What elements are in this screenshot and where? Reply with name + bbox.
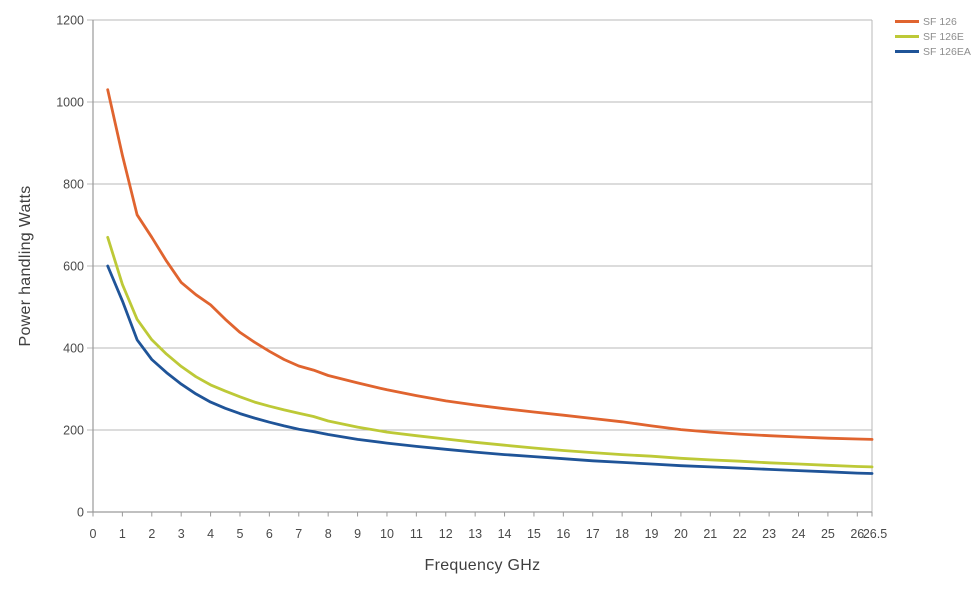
x-tick-label-3: 3 bbox=[178, 527, 185, 541]
series-line-sf-126e bbox=[106, 235, 874, 469]
x-tick-label-17: 17 bbox=[586, 527, 600, 541]
x-tick-label-14: 14 bbox=[498, 527, 512, 541]
legend: SF 126 SF 126E SF 126EA bbox=[895, 14, 980, 59]
y-tick-label-0: 0 bbox=[77, 506, 84, 520]
legend-swatch bbox=[895, 50, 919, 53]
x-tick-label-6: 6 bbox=[266, 527, 273, 541]
x-tick-label-25: 25 bbox=[821, 527, 835, 541]
x-tick-label-13: 13 bbox=[468, 527, 482, 541]
y-axis-title: Power handling Watts bbox=[17, 185, 34, 347]
x-tick-label-22: 22 bbox=[733, 527, 747, 541]
x-tick-label-7: 7 bbox=[295, 527, 302, 541]
x-tick-label-11: 11 bbox=[410, 527, 423, 541]
legend-label: SF 126E bbox=[923, 30, 964, 43]
y-tick-label-1200: 1200 bbox=[56, 14, 84, 28]
x-tick-label-0: 0 bbox=[90, 527, 97, 541]
y-tick-label-600: 600 bbox=[63, 260, 84, 274]
legend-swatch bbox=[895, 35, 919, 38]
legend-swatch bbox=[895, 20, 919, 23]
series-line-sf-126ea bbox=[106, 264, 874, 475]
x-tick-label-10: 10 bbox=[380, 527, 394, 541]
legend-label: SF 126 bbox=[923, 15, 957, 28]
x-tick-label-8: 8 bbox=[325, 527, 332, 541]
legend-label: SF 126EA bbox=[923, 45, 971, 58]
x-tick-label-21: 21 bbox=[703, 527, 717, 541]
y-tick-label-800: 800 bbox=[63, 178, 84, 192]
y-tick-label-1000: 1000 bbox=[56, 96, 84, 110]
y-tick-label-200: 200 bbox=[63, 424, 84, 438]
x-tick-label-4: 4 bbox=[207, 527, 214, 541]
x-tick-label-1: 1 bbox=[119, 527, 126, 541]
x-tick-label-5: 5 bbox=[237, 527, 244, 541]
x-tick-label-16: 16 bbox=[556, 527, 570, 541]
x-tick-label-19: 19 bbox=[645, 527, 659, 541]
legend-item-sf-126: SF 126 bbox=[895, 14, 980, 29]
series-line-sf-126 bbox=[106, 88, 874, 441]
x-tick-label-23: 23 bbox=[762, 527, 776, 541]
x-tick-label-9: 9 bbox=[354, 527, 361, 541]
x-tick-label-20: 20 bbox=[674, 527, 688, 541]
y-tick-label-400: 400 bbox=[63, 342, 84, 356]
x-tick-label-12: 12 bbox=[439, 527, 453, 541]
x-tick-label-24: 24 bbox=[792, 527, 806, 541]
legend-item-sf-126ea: SF 126EA bbox=[895, 44, 980, 59]
x-tick-label-18: 18 bbox=[615, 527, 629, 541]
x-tick-label-26: 26 bbox=[850, 527, 864, 541]
x-tick-label-26.5: 26.5 bbox=[863, 527, 887, 541]
x-tick-label-2: 2 bbox=[148, 527, 155, 541]
x-tick-label-15: 15 bbox=[527, 527, 541, 541]
x-axis-title: Frequency GHz bbox=[424, 557, 541, 574]
legend-item-sf-126e: SF 126E bbox=[895, 29, 980, 44]
